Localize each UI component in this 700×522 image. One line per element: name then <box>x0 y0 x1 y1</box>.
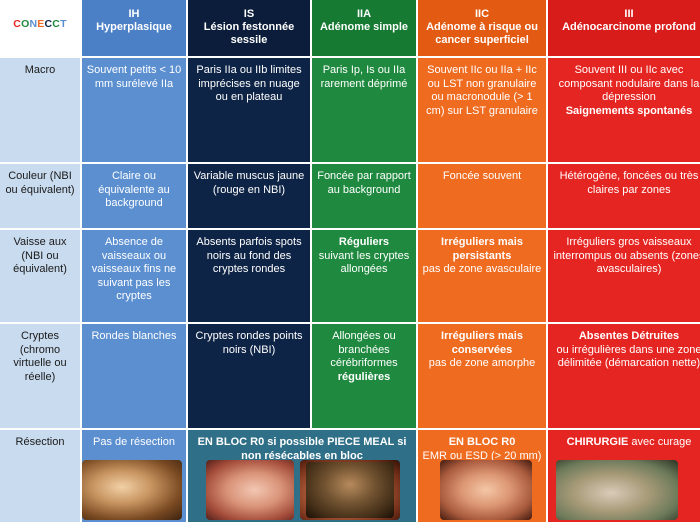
endoscopy-image-iia <box>306 462 394 518</box>
header-iii: III Adénocarcinome profond <box>548 0 700 56</box>
macro-iii: Souvent III ou IIc avec composant nodula… <box>548 58 700 162</box>
header-iia-code: IIA <box>356 8 372 20</box>
header-ih-name: Hyperplasique <box>96 21 172 33</box>
row-label-macro: Macro <box>0 58 80 162</box>
couleur-is: Variable muscus jaune (rouge en NBI) <box>188 164 310 228</box>
cryptes-iic-text: pas de zone amorphe <box>428 357 536 369</box>
macro-iic: Souvent IIc ou IIa + IIc ou LST non gran… <box>418 58 546 162</box>
vaisseaux-iic-bold: Irréguliers mais persistants <box>441 236 523 262</box>
conecct-logo: CONECCT <box>13 18 67 30</box>
vaisseaux-iic: Irréguliers mais persistants pas de zone… <box>418 230 546 322</box>
cryptes-iii-text: ou irrégulières dans une zone délimitée … <box>556 343 700 370</box>
cryptes-iii: Absentes Détruites ou irrégulières dans … <box>548 324 700 428</box>
row-label-couleur: Couleur (NBI ou équivalent) <box>0 164 80 228</box>
header-ih: IH Hyperplasique <box>82 0 186 56</box>
macro-iia: Paris Ip, Is ou IIa rarement déprimé <box>312 58 416 162</box>
cryptes-ih: Rondes blanches <box>82 324 186 428</box>
cryptes-iic-bold: Irréguliers mais conservées <box>441 330 523 356</box>
cryptes-iia: Allongées ou branchées cérébriformes rég… <box>312 324 416 428</box>
header-iia: IIA Adénome simple <box>312 0 416 56</box>
macro-is: Paris IIa ou IIb limites imprécises en n… <box>188 58 310 162</box>
row-label-resection: Résection <box>0 430 80 522</box>
vaisseaux-is: Absents parfois spots noirs au fond des … <box>188 230 310 322</box>
header-ih-code: IH <box>128 8 140 20</box>
resection-iii-text: avec curage <box>631 436 692 448</box>
logo-cell: CONECCT <box>0 0 80 56</box>
resection-iic-bold: EN BLOC R0 <box>448 436 516 448</box>
vaisseaux-iia-bold: Réguliers <box>338 236 390 248</box>
resection-iic-text: EMR ou ESD (> 20 mm) <box>422 449 542 462</box>
endoscopy-image-iic <box>440 460 532 520</box>
endoscopy-image-is-1 <box>206 460 294 520</box>
couleur-iia: Foncée par rapport au background <box>312 164 416 228</box>
header-iic-code: IIC <box>474 8 490 20</box>
cryptes-iia-text: Allongées ou branchées cérébriformes <box>330 330 398 369</box>
header-iic-name: Adénome à risque ou cancer superficiel <box>426 21 538 46</box>
row-label-cryptes: Cryptes (chromo virtuelle ou réelle) <box>0 324 80 428</box>
header-iii-name: Adénocarcinome profond <box>562 21 696 33</box>
header-is-code: IS <box>243 8 255 20</box>
cryptes-iia-bold: régulières <box>337 370 391 383</box>
couleur-iii: Hétérogène, foncées ou très claires par … <box>548 164 700 228</box>
couleur-iic: Foncée souvent <box>418 164 546 228</box>
header-iia-name: Adénome simple <box>319 21 409 33</box>
vaisseaux-iii: Irréguliers gros vaisseaux interrompus o… <box>548 230 700 322</box>
macro-iii-bold: Saignements spontanés <box>565 104 693 117</box>
endoscopy-image-iii <box>556 460 678 520</box>
header-iii-code: III <box>624 8 634 20</box>
vaisseaux-iic-text: pas de zone avasculaire <box>422 263 542 275</box>
header-is: IS Lésion festonnée sessile <box>188 0 310 56</box>
header-iic: IIC Adénome à risque ou cancer superfici… <box>418 0 546 56</box>
vaisseaux-iia-text: suivant les cryptes allongées <box>318 249 410 276</box>
resection-iii-bold: CHIRURGIE <box>566 436 629 448</box>
macro-iii-text: Souvent III ou IIc avec composant nodula… <box>558 64 700 103</box>
vaisseaux-iia: Réguliers suivant les cryptes allongées <box>312 230 416 322</box>
row-label-vaisseaux: Vaisse aux (NBI ou équivalent) <box>0 230 80 322</box>
cryptes-iic: Irréguliers mais conservées pas de zone … <box>418 324 546 428</box>
macro-ih: Souvent petits < 10 mm surélevé IIa <box>82 58 186 162</box>
resection-is-bold: EN BLOC R0 si possible PIECE MEAL si non… <box>197 436 407 462</box>
endoscopy-image-ih <box>82 460 182 520</box>
couleur-ih: Claire ou équivalente au background <box>82 164 186 228</box>
cryptes-is: Cryptes rondes points noirs (NBI) <box>188 324 310 428</box>
cryptes-iii-bold: Absentes Détruites <box>578 330 680 342</box>
header-is-name: Lésion festonnée sessile <box>203 21 295 46</box>
vaisseaux-ih: Absence de vaisseaux ou vaisseaux fins n… <box>82 230 186 322</box>
